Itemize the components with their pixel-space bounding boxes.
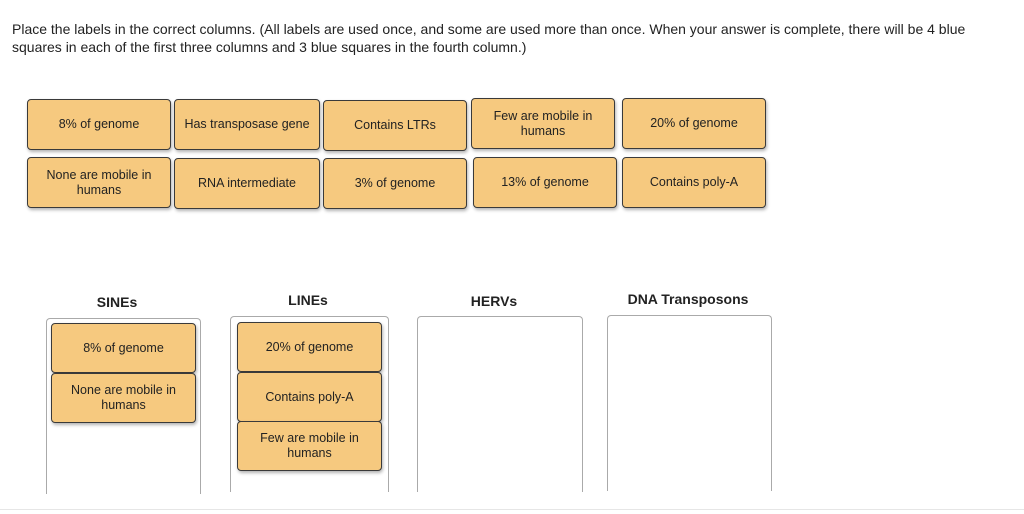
drop-zone-sines[interactable] <box>46 318 201 494</box>
label-tile[interactable]: 3% of genome <box>323 158 467 209</box>
placed-label-tile[interactable]: Contains poly-A <box>237 372 382 422</box>
label-tile[interactable]: Few are mobile in humans <box>471 98 615 149</box>
placed-label-tile[interactable]: Few are mobile in humans <box>237 421 382 471</box>
label-tile[interactable]: Contains LTRs <box>323 100 467 151</box>
column-title-lines: LINEs <box>288 292 328 308</box>
placed-label-tile[interactable]: None are mobile in humans <box>51 373 196 423</box>
label-tile[interactable]: 20% of genome <box>622 98 766 149</box>
column-title-dna-transposons: DNA Transposons <box>627 291 749 307</box>
label-tile[interactable]: Has transposase gene <box>174 99 320 150</box>
column-title-sines: SINEs <box>96 294 138 310</box>
placed-label-tile[interactable]: 8% of genome <box>51 323 196 373</box>
label-tile[interactable]: None are mobile in humans <box>27 157 171 208</box>
column-title-hervs: HERVs <box>470 293 518 309</box>
drop-zone-dna-transposons[interactable] <box>607 315 772 491</box>
label-tile[interactable]: 13% of genome <box>473 157 617 208</box>
drop-zone-lines[interactable] <box>230 316 389 492</box>
instructions: Place the labels in the correct columns.… <box>12 21 966 55</box>
placed-label-tile[interactable]: 20% of genome <box>237 322 382 372</box>
label-tile[interactable]: RNA intermediate <box>174 158 320 209</box>
divider <box>0 509 1024 510</box>
drop-zone-hervs[interactable] <box>417 316 583 492</box>
label-tile[interactable]: Contains poly-A <box>622 157 766 208</box>
label-tile[interactable]: 8% of genome <box>27 99 171 150</box>
